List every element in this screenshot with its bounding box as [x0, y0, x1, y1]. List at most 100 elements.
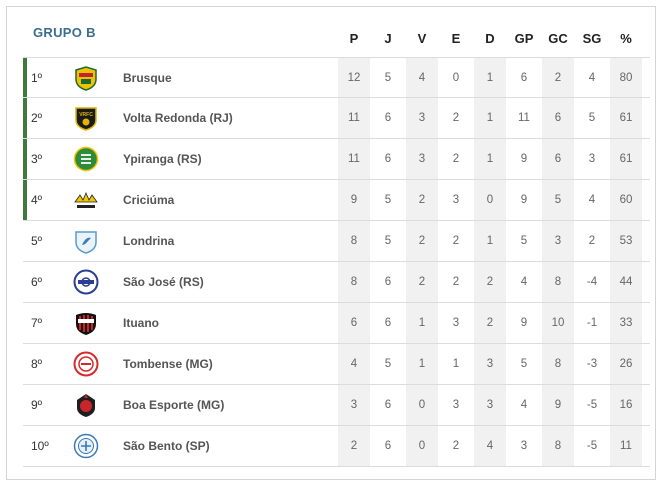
- column-stripe-d: [474, 57, 506, 467]
- column-header-p[interactable]: P: [349, 31, 359, 46]
- stat-gc: 8: [554, 276, 562, 288]
- column-header-v[interactable]: V: [417, 31, 427, 46]
- position-cell: 9º: [31, 398, 43, 412]
- brusque-logo: [73, 65, 99, 91]
- stat-pct: 61: [619, 112, 633, 124]
- stat-v: 1: [418, 358, 426, 370]
- table-row[interactable]: 9º Boa Esporte (MG) 3 6 0 3 3 4 9 -5 16: [23, 385, 650, 426]
- table-row[interactable]: 10º São Bento (SP) 2 6 0 2 4 3 8 -5 11: [23, 426, 650, 467]
- column-header-e[interactable]: E: [451, 31, 461, 46]
- table-row[interactable]: 2º VRFC Volta Redonda (RJ) 11 6 3 2 1 11 6 5 61: [23, 98, 650, 139]
- table-row[interactable]: 5º Londrina 8 5 2 2 1 5 3 2 53: [23, 221, 650, 262]
- position-cell: 2º: [31, 111, 43, 125]
- table-row[interactable]: 4º Criciúma 9 5 2 3 0 9 5 4 60: [23, 180, 650, 221]
- stat-p: 6: [350, 317, 358, 329]
- stat-p: 8: [350, 235, 358, 247]
- team-name[interactable]: Londrina: [123, 234, 175, 248]
- stat-d: 1: [486, 235, 494, 247]
- table-row[interactable]: 3º Ypiranga (RS) 11 6 3 2 1 9 6 3 61: [23, 139, 650, 180]
- boa-esporte-logo: [73, 392, 99, 418]
- stat-p: 9: [350, 194, 358, 206]
- column-stripe-gc: [542, 57, 574, 467]
- stat-p: 3: [350, 399, 358, 411]
- stat-gc: 8: [554, 440, 562, 452]
- ituano-logo: [73, 310, 99, 336]
- sao-jose-logo: [73, 269, 99, 295]
- team-name[interactable]: Tombense (MG): [123, 357, 213, 371]
- stat-sg: -1: [586, 317, 598, 329]
- stat-sg: -5: [586, 399, 598, 411]
- stat-sg: -3: [586, 358, 598, 370]
- position-cell: 4º: [31, 193, 43, 207]
- stat-sg: 2: [588, 235, 596, 247]
- column-stripe-p: [338, 57, 370, 467]
- stat-gc: 2: [554, 72, 562, 84]
- tombense-logo: [73, 351, 99, 377]
- column-header-pct[interactable]: %: [620, 31, 632, 46]
- sao-bento-logo: [73, 433, 99, 459]
- position-cell: 7º: [31, 316, 43, 330]
- stat-gp: 4: [520, 276, 528, 288]
- team-name[interactable]: Ituano: [123, 316, 159, 330]
- team-name[interactable]: São José (RS): [123, 275, 204, 289]
- stat-e: 2: [452, 112, 460, 124]
- stat-d: 4: [486, 440, 494, 452]
- stat-sg: 4: [588, 72, 596, 84]
- column-header-d[interactable]: D: [485, 31, 495, 46]
- table-row[interactable]: 7º Ituano 6 6 1 3 2 9 10 -1 33: [23, 303, 650, 344]
- stat-pct: 53: [619, 235, 633, 247]
- column-stripe-v: [406, 57, 438, 467]
- stat-gp: 9: [520, 317, 528, 329]
- stat-e: 2: [452, 153, 460, 165]
- stat-v: 3: [418, 153, 426, 165]
- stat-p: 4: [350, 358, 358, 370]
- team-name[interactable]: São Bento (SP): [123, 439, 210, 453]
- column-header-gc[interactable]: GC: [548, 31, 568, 46]
- stat-d: 3: [486, 399, 494, 411]
- stat-p: 8: [350, 276, 358, 288]
- stat-j: 6: [384, 112, 392, 124]
- stat-pct: 61: [619, 153, 633, 165]
- stat-j: 5: [384, 235, 392, 247]
- team-name[interactable]: Boa Esporte (MG): [123, 398, 225, 412]
- stat-gc: 8: [554, 358, 562, 370]
- stat-d: 1: [486, 153, 494, 165]
- stat-p: 12: [347, 72, 361, 84]
- stat-gc: 9: [554, 399, 562, 411]
- column-header-gp[interactable]: GP: [514, 31, 534, 46]
- stat-sg: 4: [588, 194, 596, 206]
- stat-p: 11: [348, 153, 360, 165]
- column-header-j[interactable]: J: [384, 31, 392, 46]
- stat-pct: 26: [619, 358, 633, 370]
- stat-j: 5: [384, 194, 392, 206]
- stat-sg: -5: [586, 440, 598, 452]
- team-name[interactable]: Ypiranga (RS): [123, 152, 202, 166]
- stat-p: 2: [350, 440, 358, 452]
- position-cell: 6º: [31, 275, 43, 289]
- ypiranga-logo: [73, 146, 99, 172]
- stat-j: 6: [384, 276, 392, 288]
- stat-gc: 5: [554, 194, 562, 206]
- stat-gp: 5: [520, 235, 528, 247]
- stat-gc: 6: [554, 112, 562, 124]
- team-name[interactable]: Criciúma: [123, 193, 175, 207]
- stat-e: 3: [452, 194, 460, 206]
- stat-sg: -4: [586, 276, 598, 288]
- stat-v: 1: [418, 317, 426, 329]
- position-cell: 1º: [31, 71, 43, 85]
- stat-gp: 5: [520, 358, 528, 370]
- table-row[interactable]: 1º Brusque 12 5 4 0 1 6 2 4 80: [23, 57, 650, 98]
- team-name[interactable]: Volta Redonda (RJ): [123, 111, 233, 125]
- standings-table: GRUPO B P J V E D GP GC SG % 1º Brusque 12…: [6, 6, 656, 480]
- stat-v: 2: [418, 235, 426, 247]
- stat-pct: 11: [620, 440, 632, 452]
- column-header-sg[interactable]: SG: [582, 31, 602, 46]
- position-cell: 3º: [31, 152, 43, 166]
- team-name[interactable]: Brusque: [123, 71, 172, 85]
- table-row[interactable]: 6º São José (RS) 8 6 2 2 2 4 8 -4 44: [23, 262, 650, 303]
- table-row[interactable]: 8º Tombense (MG) 4 5 1 1 3 5 8 -3 26: [23, 344, 650, 385]
- stat-e: 3: [452, 399, 460, 411]
- stat-e: 1: [452, 358, 460, 370]
- stat-pct: 44: [619, 276, 633, 288]
- svg-text:VRFC: VRFC: [79, 112, 93, 118]
